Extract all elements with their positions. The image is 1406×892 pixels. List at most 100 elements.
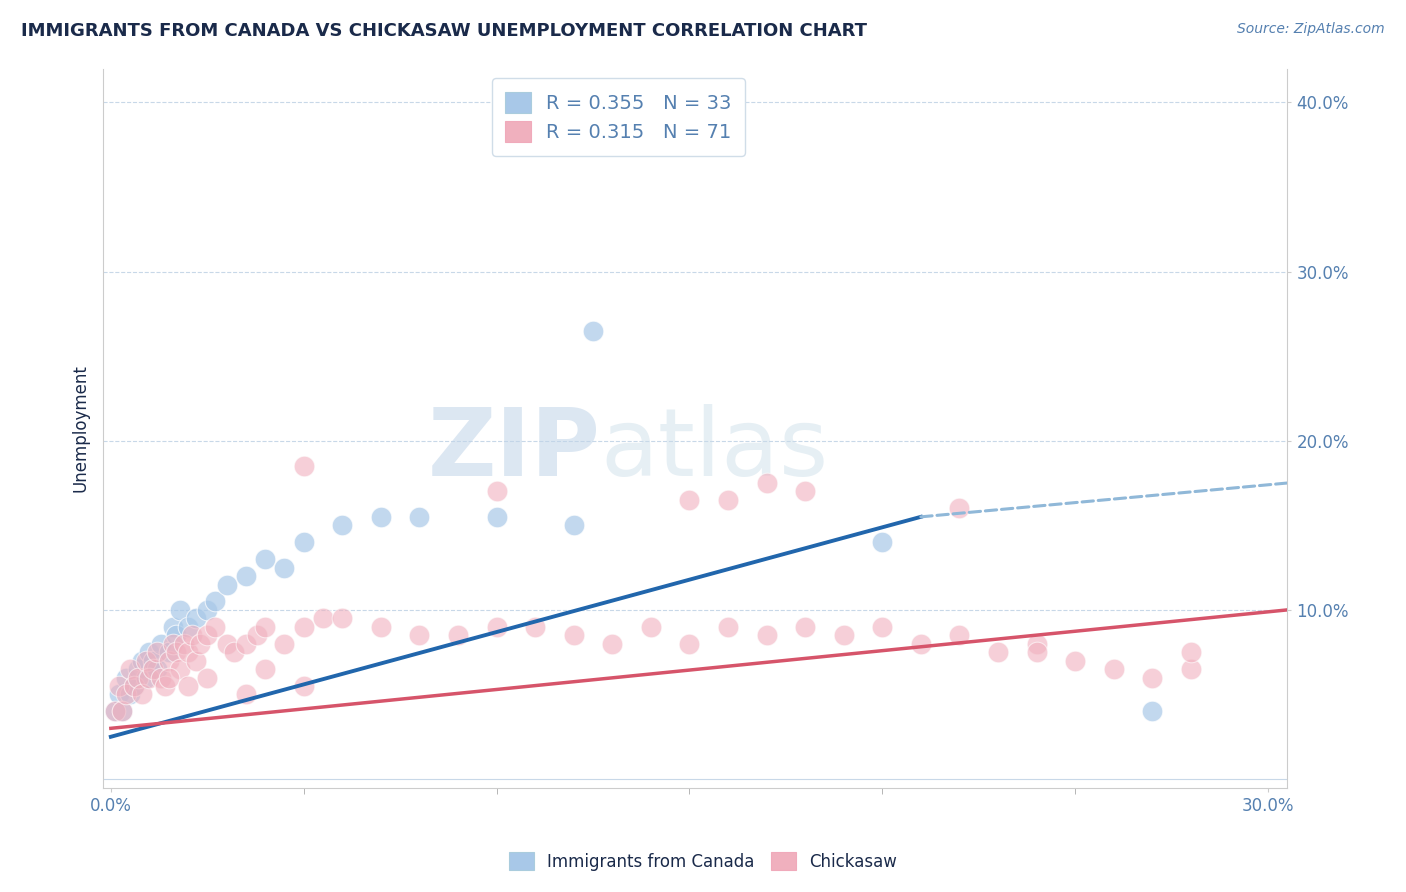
Point bbox=[273, 637, 295, 651]
Point bbox=[273, 560, 295, 574]
Point bbox=[1025, 637, 1047, 651]
Point bbox=[195, 671, 218, 685]
Point bbox=[120, 688, 142, 702]
Point bbox=[1180, 662, 1202, 676]
Point bbox=[115, 688, 138, 702]
Point bbox=[111, 705, 134, 719]
Point bbox=[177, 620, 200, 634]
Point bbox=[292, 620, 315, 634]
Point bbox=[127, 671, 149, 685]
Point bbox=[562, 518, 585, 533]
Point bbox=[162, 637, 184, 651]
Point bbox=[948, 628, 970, 642]
Point bbox=[678, 637, 700, 651]
Point bbox=[115, 671, 138, 685]
Point bbox=[104, 705, 127, 719]
Text: IMMIGRANTS FROM CANADA VS CHICKASAW UNEMPLOYMENT CORRELATION CHART: IMMIGRANTS FROM CANADA VS CHICKASAW UNEM… bbox=[21, 22, 868, 40]
Point bbox=[135, 654, 157, 668]
Point bbox=[1142, 671, 1164, 685]
Point bbox=[948, 501, 970, 516]
Point bbox=[173, 637, 195, 651]
Point bbox=[107, 679, 129, 693]
Point bbox=[408, 509, 430, 524]
Legend: Immigrants from Canada, Chickasaw: Immigrants from Canada, Chickasaw bbox=[501, 844, 905, 880]
Point bbox=[370, 620, 392, 634]
Point bbox=[165, 628, 187, 642]
Point bbox=[111, 705, 134, 719]
Point bbox=[254, 662, 277, 676]
Point bbox=[215, 577, 238, 591]
Point bbox=[153, 679, 176, 693]
Point bbox=[1025, 645, 1047, 659]
Point bbox=[640, 620, 662, 634]
Point bbox=[122, 679, 145, 693]
Point bbox=[195, 603, 218, 617]
Point bbox=[330, 611, 353, 625]
Point bbox=[188, 637, 211, 651]
Point bbox=[215, 637, 238, 651]
Point bbox=[717, 620, 740, 634]
Point bbox=[292, 679, 315, 693]
Point bbox=[184, 611, 207, 625]
Point bbox=[138, 645, 160, 659]
Point bbox=[135, 671, 157, 685]
Point bbox=[180, 628, 202, 642]
Point bbox=[127, 662, 149, 676]
Point bbox=[235, 688, 257, 702]
Point bbox=[204, 620, 226, 634]
Y-axis label: Unemployment: Unemployment bbox=[72, 364, 89, 492]
Point bbox=[169, 603, 191, 617]
Point bbox=[184, 654, 207, 668]
Point bbox=[177, 645, 200, 659]
Point bbox=[330, 518, 353, 533]
Point bbox=[246, 628, 269, 642]
Point bbox=[755, 475, 778, 490]
Text: ZIP: ZIP bbox=[427, 403, 600, 496]
Point bbox=[254, 620, 277, 634]
Point bbox=[177, 679, 200, 693]
Point bbox=[157, 654, 180, 668]
Point bbox=[150, 671, 173, 685]
Point bbox=[195, 628, 218, 642]
Point bbox=[157, 671, 180, 685]
Point bbox=[485, 620, 508, 634]
Point bbox=[678, 492, 700, 507]
Point bbox=[142, 662, 165, 676]
Point bbox=[235, 569, 257, 583]
Point bbox=[169, 662, 191, 676]
Point bbox=[120, 662, 142, 676]
Point bbox=[1180, 645, 1202, 659]
Point bbox=[485, 509, 508, 524]
Point bbox=[1102, 662, 1125, 676]
Point bbox=[794, 484, 817, 499]
Point bbox=[582, 324, 605, 338]
Point bbox=[1142, 705, 1164, 719]
Point bbox=[165, 645, 187, 659]
Point bbox=[755, 628, 778, 642]
Point bbox=[447, 628, 470, 642]
Point bbox=[224, 645, 246, 659]
Point bbox=[235, 637, 257, 651]
Point bbox=[162, 620, 184, 634]
Point bbox=[485, 484, 508, 499]
Point bbox=[524, 620, 547, 634]
Point bbox=[292, 535, 315, 549]
Legend: R = 0.355   N = 33, R = 0.315   N = 71: R = 0.355 N = 33, R = 0.315 N = 71 bbox=[492, 78, 745, 155]
Point bbox=[150, 637, 173, 651]
Point bbox=[872, 535, 894, 549]
Point bbox=[562, 628, 585, 642]
Point bbox=[104, 705, 127, 719]
Point bbox=[408, 628, 430, 642]
Point bbox=[131, 654, 153, 668]
Point bbox=[142, 654, 165, 668]
Point bbox=[204, 594, 226, 608]
Point bbox=[122, 679, 145, 693]
Point bbox=[131, 688, 153, 702]
Point bbox=[138, 671, 160, 685]
Point bbox=[107, 688, 129, 702]
Point bbox=[872, 620, 894, 634]
Point bbox=[600, 637, 623, 651]
Point bbox=[254, 552, 277, 566]
Point bbox=[146, 662, 169, 676]
Text: Source: ZipAtlas.com: Source: ZipAtlas.com bbox=[1237, 22, 1385, 37]
